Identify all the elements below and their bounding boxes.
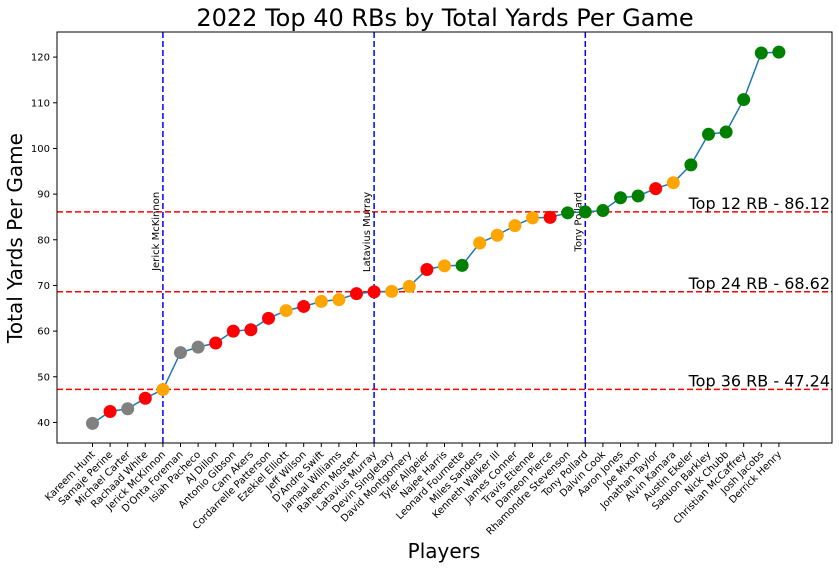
- data-point: [209, 336, 223, 350]
- data-point: [367, 285, 381, 299]
- data-point: [737, 93, 751, 107]
- data-point: [702, 127, 715, 141]
- data-point: [508, 219, 522, 233]
- y-tick-label: 80: [37, 235, 50, 246]
- data-point: [226, 324, 240, 338]
- data-point: [420, 262, 434, 276]
- data-point: [156, 383, 170, 397]
- x-axis-label: Players: [408, 539, 481, 563]
- series-line: [92, 51, 779, 425]
- data-point: [772, 45, 786, 59]
- data-point: [262, 311, 275, 325]
- threshold-label: Top 12 RB - 86.12: [688, 194, 830, 213]
- threshold-label: Top 36 RB - 47.24: [688, 371, 830, 390]
- y-tick-label: 50: [37, 372, 50, 383]
- data-point: [191, 340, 205, 354]
- data-point: [138, 391, 152, 405]
- data-point: [526, 211, 539, 225]
- y-tick-label: 90: [37, 190, 50, 201]
- chart-title: 2022 Top 40 RBs by Total Yards Per Game: [196, 4, 693, 32]
- tier-divider-label: Jerick McKinnon: [151, 192, 162, 272]
- y-tick-label: 60: [37, 327, 50, 338]
- data-point: [631, 189, 645, 203]
- data-point: [314, 294, 328, 308]
- data-point: [719, 125, 733, 139]
- data-point: [490, 228, 504, 242]
- y-tick-label: 120: [31, 53, 50, 64]
- data-point: [614, 191, 627, 205]
- data-point: [350, 287, 363, 301]
- data-point: [455, 258, 469, 272]
- series: [86, 45, 786, 430]
- data-point: [684, 158, 698, 172]
- data-point: [244, 323, 258, 337]
- threshold-label: Top 24 RB - 68.62: [688, 274, 830, 293]
- data-point: [596, 204, 610, 218]
- reference-lines: Top 12 RB - 86.12 Top 24 RB - 68.62 Top 36…: [57, 32, 832, 443]
- data-point: [649, 182, 663, 196]
- data-point: [561, 206, 575, 220]
- data-point: [121, 402, 135, 416]
- y-tick-label: 40: [37, 418, 50, 429]
- tier-divider-label: Latavius Murray: [362, 192, 373, 272]
- tier-divider-label: Tony Pollard: [573, 192, 584, 253]
- y-tick-label: 100: [31, 144, 50, 155]
- y-tick-label: 110: [31, 98, 50, 109]
- data-point: [402, 279, 416, 293]
- data-point: [86, 416, 99, 430]
- data-point: [754, 46, 768, 60]
- data-point: [103, 404, 117, 418]
- y-tick-label: 70: [37, 281, 50, 292]
- data-point: [332, 293, 346, 307]
- data-point: [473, 236, 487, 250]
- data-point: [174, 346, 187, 360]
- data-point: [385, 284, 399, 298]
- data-point: [543, 210, 557, 224]
- data-point: [279, 304, 293, 318]
- data-point: [297, 299, 311, 313]
- y-axis-label: Total Yards Per Game: [3, 133, 27, 344]
- data-point: [578, 205, 592, 219]
- data-point: [666, 176, 680, 190]
- data-point: [438, 259, 451, 273]
- plot-frame: [56, 31, 833, 444]
